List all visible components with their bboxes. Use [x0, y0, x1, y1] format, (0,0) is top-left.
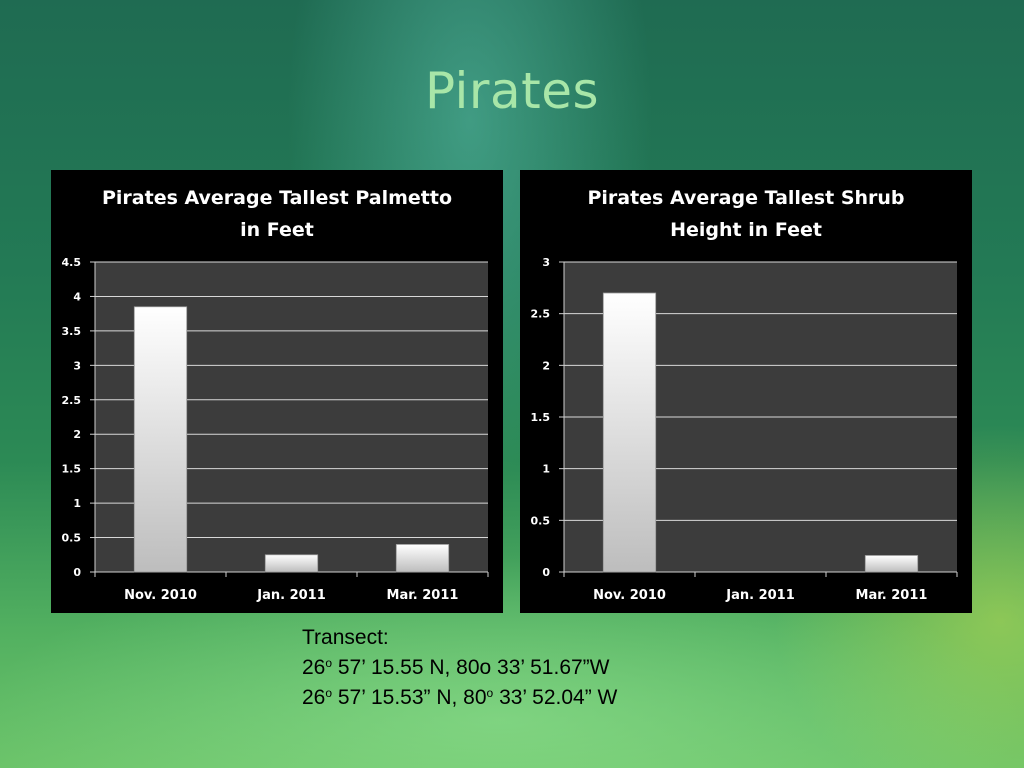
palmetto-chart: Pirates Average Tallest Palmetto in Feet 0… [51, 170, 503, 613]
transect-coord-2: 26o 57’ 15.53” N, 80o 33’ 52.04” W [302, 683, 617, 713]
chart-title-line: in Feet [240, 219, 314, 241]
bar [264, 554, 319, 573]
y-tick-label: 1 [73, 497, 81, 510]
coord2-deg: 26 [302, 686, 326, 709]
x-tick-label: Jan. 2011 [256, 588, 326, 603]
chart-title-line: Pirates Average Tallest Shrub [587, 187, 904, 209]
coord1-rest: 57’ 15.55 N, 80o 33’ 51.67”W [332, 656, 610, 679]
bar [864, 555, 919, 573]
y-tick-label: 0.5 [62, 532, 82, 545]
chart-title-line: Pirates Average Tallest Palmetto [102, 187, 452, 209]
y-tick-label: 4 [73, 290, 81, 303]
y-tick-label: 2.5 [62, 394, 82, 407]
y-tick-label: 1.5 [531, 411, 551, 424]
coord2-mid: 57’ 15.53” N, 80 [332, 686, 487, 709]
y-tick-label: 0.5 [531, 514, 551, 527]
coord1-deg-sup: o [325, 656, 333, 670]
transect-caption: Transect: 26o 57’ 15.55 N, 80o 33’ 51.67… [302, 623, 617, 713]
coord1-deg: 26 [302, 656, 326, 679]
bar [602, 292, 657, 573]
y-tick-label: 3 [73, 359, 81, 372]
coord2-deg-sup-2: o [486, 686, 494, 700]
y-tick-label: 3 [542, 256, 550, 269]
palmetto-chart-svg: Pirates Average Tallest Palmetto in Feet 0… [62, 187, 489, 603]
y-tick-label: 0 [542, 566, 550, 579]
shrub-chart: Pirates Average Tallest Shrub Height in F… [520, 170, 972, 613]
y-tick-label: 2.5 [531, 308, 551, 321]
y-tick-label: 1 [542, 463, 550, 476]
x-tick-label: Mar. 2011 [387, 588, 459, 603]
transect-label: Transect: [302, 626, 389, 649]
y-tick-label: 3.5 [62, 325, 82, 338]
y-tick-label: 1.5 [62, 463, 82, 476]
x-tick-label: Nov. 2010 [124, 588, 197, 603]
x-tick-label: Jan. 2011 [725, 588, 795, 603]
coord2-rest: 33’ 52.04” W [493, 686, 618, 709]
x-tick-label: Nov. 2010 [593, 588, 666, 603]
bar [133, 306, 188, 573]
chart-title-line: Height in Feet [670, 219, 822, 241]
y-tick-label: 4.5 [62, 256, 82, 269]
y-tick-label: 2 [73, 428, 81, 441]
bar [395, 544, 450, 573]
transect-coord-1: 26o 57’ 15.55 N, 80o 33’ 51.67”W [302, 653, 617, 683]
slide-title: Pirates [424, 62, 600, 120]
x-tick-label: Mar. 2011 [856, 588, 928, 603]
coord2-deg-sup: o [325, 686, 333, 700]
y-tick-label: 2 [542, 359, 550, 372]
shrub-chart-svg: Pirates Average Tallest Shrub Height in F… [531, 187, 958, 603]
y-tick-label: 0 [73, 566, 81, 579]
